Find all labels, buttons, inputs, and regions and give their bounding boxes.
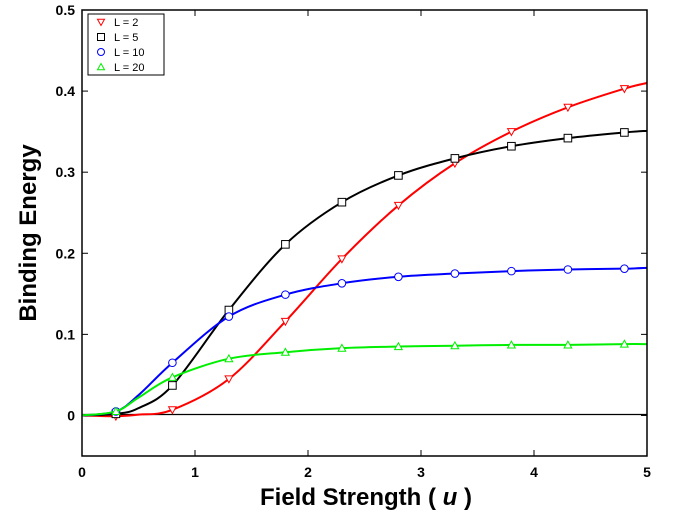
- x-tick-label: 1: [191, 464, 199, 480]
- axis-ticks: 0 1 2 3 4 5 0 0.1 0.2 0.3 0.4 0.5: [56, 2, 652, 480]
- data-point: [168, 381, 177, 390]
- data-point: [394, 171, 403, 180]
- data-point: [281, 290, 290, 299]
- x-axis-variable: u: [443, 484, 458, 511]
- legend-label: L = 10: [114, 47, 144, 59]
- data-point: [337, 343, 347, 352]
- data-point: [450, 154, 460, 163]
- data-point: [167, 372, 178, 381]
- data-point: [563, 133, 573, 143]
- data-point: [619, 85, 630, 94]
- y-tick-label: 0: [67, 407, 75, 423]
- data-point: [450, 269, 460, 278]
- data-point: [393, 341, 404, 351]
- data-point: [167, 406, 178, 415]
- data-point: [281, 240, 290, 249]
- x-tick-label: 0: [78, 464, 86, 480]
- data-point: [507, 141, 516, 151]
- data-point: [224, 375, 234, 384]
- data-point: [563, 265, 573, 274]
- legend-label: L = 2: [114, 17, 138, 29]
- data-point: [337, 197, 347, 207]
- data-point: [506, 128, 517, 137]
- data-point: [394, 272, 403, 282]
- plot-frame: [81, 9, 648, 457]
- series-layer: [81, 82, 648, 422]
- y-tick-label: 0.4: [56, 83, 76, 99]
- data-point: [507, 266, 516, 276]
- legend: L = 2 L = 5 L = 10 L = 20: [87, 13, 165, 76]
- data-point: [224, 353, 234, 363]
- data-point: [619, 339, 630, 348]
- series-4: [81, 339, 648, 417]
- legend-marker: [97, 33, 105, 41]
- data-point: [620, 128, 629, 137]
- x-axis-title: Field Strength ( u ): [260, 484, 472, 511]
- data-point: [337, 278, 347, 288]
- y-axis-title: Binding Energy: [15, 144, 42, 322]
- y-tick-label: 0.2: [56, 245, 76, 261]
- plot-area: [82, 10, 647, 456]
- data-point: [111, 406, 121, 415]
- data-point: [620, 264, 629, 273]
- data-point: [563, 103, 573, 113]
- data-point: [168, 358, 177, 368]
- legend-label: L = 5: [114, 32, 138, 44]
- data-point: [224, 312, 234, 321]
- data-point: [280, 317, 291, 327]
- legend-label: L = 20: [114, 62, 144, 74]
- x-tick-label: 3: [417, 464, 425, 480]
- x-tick-label: 2: [304, 464, 312, 480]
- x-tick-label: 5: [643, 464, 651, 480]
- legend-marker: [97, 48, 105, 56]
- y-tick-label: 0.1: [56, 326, 76, 342]
- series-2: [81, 128, 648, 419]
- y-tick-label: 0.3: [56, 164, 76, 180]
- y-tick-label: 0.5: [56, 2, 76, 18]
- data-point: [450, 340, 460, 350]
- data-point: [506, 340, 517, 349]
- x-tick-label: 4: [530, 464, 538, 480]
- data-point: [280, 347, 291, 356]
- data-point: [563, 340, 573, 349]
- legend-marker: [96, 62, 106, 71]
- data-point: [393, 201, 404, 211]
- legend-marker: [96, 18, 106, 27]
- data-point: [337, 255, 347, 264]
